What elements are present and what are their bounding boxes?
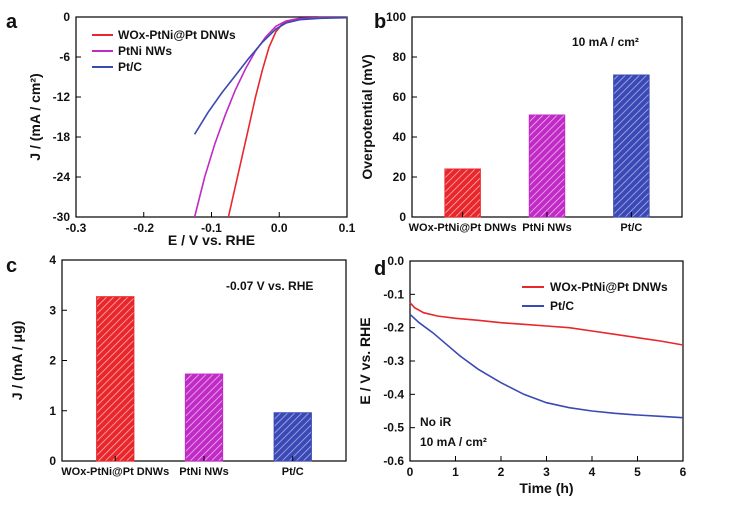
- legend-label: WOx-PtNi@Pt DNWs: [550, 280, 668, 294]
- panel-b-overpotential-bars: 0 20 40 60 80 100 WOx-PtNi@Pt DNWs PtNi NWs Pt/C…: [359, 10, 683, 234]
- panel-d-stability-curves: 0 1 2 3 4 5 6 0.0 -0.1 -0.2 -0.3 -0.4 -0.5 -0.6 Time (…: [357, 254, 687, 496]
- y-axis-label: J / (mA / μg): [9, 321, 25, 401]
- y-axis-label: E / V vs. RHE: [357, 317, 373, 404]
- y-tick-label: -0.1: [383, 287, 404, 301]
- y-tick-label: 0: [399, 210, 406, 224]
- x-tick-label: 0: [407, 465, 414, 479]
- x-tick-label: 5: [634, 465, 641, 479]
- category-label: Pt/C: [282, 466, 304, 478]
- y-tick-label: 1: [49, 404, 56, 418]
- y-axis-label: Overpotential (mV): [359, 54, 375, 179]
- category-label: PtNi NWs: [522, 222, 572, 234]
- y-tick-label: 40: [393, 130, 407, 144]
- condition-annotation: 10 mA / cm²: [572, 35, 639, 49]
- y-tick-label: -0.4: [383, 387, 404, 401]
- panel-a-plot-frame: [75, 16, 348, 218]
- x-tick-label: 6: [680, 465, 687, 479]
- y-tick-label: 60: [393, 90, 407, 104]
- series-line-red: [409, 302, 684, 346]
- series-line-magenta: [193, 16, 347, 218]
- y-tick-label: 20: [393, 170, 407, 184]
- y-tick-label: -18: [53, 130, 71, 144]
- x-axis-label: Time (h): [519, 480, 573, 496]
- legend-label: PtNi NWs: [118, 44, 172, 58]
- x-tick-label: 1: [452, 465, 459, 479]
- bar-blue: [273, 412, 312, 462]
- legend-label: Pt/C: [550, 299, 574, 313]
- category-label: WOx-PtNi@Pt DNWs: [409, 222, 517, 234]
- y-tick-label: 0: [49, 454, 56, 468]
- category-label: Pt/C: [620, 222, 642, 234]
- y-tick-label: -24: [53, 170, 71, 184]
- x-tick-label: 2: [498, 465, 505, 479]
- x-tick-label: -0.1: [201, 221, 222, 235]
- x-tick-label: 0.1: [339, 221, 356, 235]
- panel-letter-b: b: [374, 11, 386, 33]
- y-axis-label: J / (mA / cm²): [27, 73, 43, 160]
- y-tick-label: 0: [63, 10, 70, 24]
- category-label: WOx-PtNi@Pt DNWs: [61, 466, 169, 478]
- bar-magenta: [184, 373, 224, 462]
- panel-letter-a: a: [6, 11, 18, 33]
- y-tick-label: -0.3: [383, 354, 404, 368]
- y-tick-label: 2: [49, 354, 56, 368]
- condition-annotation: 10 mA / cm²: [420, 435, 487, 449]
- x-axis-label: E / V vs. RHE: [168, 232, 255, 248]
- series-line-blue: [409, 313, 684, 419]
- category-label: PtNi NWs: [179, 466, 229, 478]
- panel-a-polarization-curves: -0.3 -0.2 -0.1 0.0 0.1 0 -6 -12 -18 -24 -30 E / V v…: [27, 10, 356, 248]
- bar-red: [96, 296, 135, 462]
- y-tick-label: 100: [386, 10, 406, 24]
- y-tick-label: 0.0: [387, 254, 404, 268]
- y-tick-label: -12: [53, 90, 71, 104]
- y-tick-label: -0.5: [383, 421, 404, 435]
- x-tick-label: -0.2: [133, 221, 154, 235]
- legend-label: Pt/C: [118, 60, 142, 74]
- y-tick-label: -6: [59, 50, 70, 64]
- bar-red: [444, 168, 481, 218]
- series-line-red: [227, 16, 347, 218]
- x-tick-label: -0.3: [66, 221, 87, 235]
- panel-letter-d: d: [374, 258, 386, 280]
- series-line-blue: [193, 16, 348, 135]
- bar-blue: [613, 74, 650, 218]
- y-tick-label: -0.6: [383, 454, 404, 468]
- y-tick-label: -30: [53, 210, 71, 224]
- y-tick-label: 3: [49, 303, 56, 317]
- y-tick-label: 4: [49, 253, 56, 267]
- x-tick-label: 0.0: [271, 221, 288, 235]
- y-tick-label: 80: [393, 50, 407, 64]
- bar-magenta: [528, 114, 566, 218]
- panel-c-mass-activity-bars: 0 1 2 3 4 WOx-PtNi@Pt DNWs PtNi NWs Pt/C -0.07 V…: [9, 253, 347, 478]
- x-tick-label: 3: [543, 465, 550, 479]
- condition-annotation: No iR: [420, 415, 452, 429]
- panel-letter-c: c: [6, 255, 17, 277]
- legend-label: WOx-PtNi@Pt DNWs: [118, 28, 236, 42]
- y-tick-label: -0.2: [383, 321, 404, 335]
- x-tick-label: 4: [589, 465, 596, 479]
- condition-annotation: -0.07 V vs. RHE: [226, 279, 313, 293]
